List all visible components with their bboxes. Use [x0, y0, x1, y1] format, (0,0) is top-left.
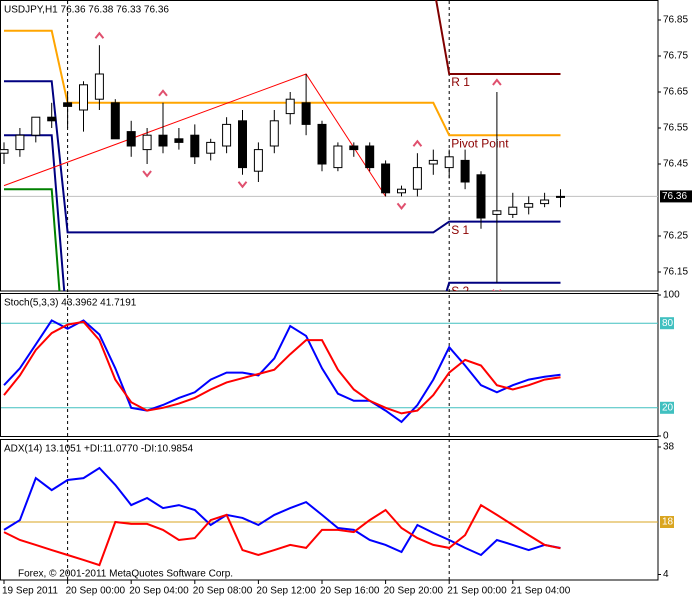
plot-area: R 1 Pivot Point S 1 S 2 [0, 0, 658, 298]
candle-body [253, 149, 263, 172]
candle-body [444, 156, 454, 169]
pivot-line [4, 80, 561, 234]
candle-body [317, 123, 327, 165]
candle-body [94, 73, 104, 100]
x-tick-label: 20 Sep 12:00 [256, 586, 316, 597]
pivot-label: R 1 [451, 75, 470, 89]
fractal-down [142, 170, 152, 178]
y-tick-label: 76.65 [663, 87, 688, 98]
candle-body [349, 145, 359, 151]
bid-label-box [660, 190, 692, 203]
y-tick-label: 0 [663, 431, 669, 442]
y-tick-label: 38 [663, 442, 675, 453]
x-tick-label: 20 Sep 16:00 [320, 586, 380, 597]
candle-body [142, 134, 152, 151]
pivot-label: S 2 [451, 284, 469, 298]
candle-body [158, 134, 168, 147]
candle-body [126, 131, 136, 147]
pivot-line [4, 29, 561, 137]
copyright: Forex, © 2001-2011 MetaQuotes Software C… [18, 569, 233, 580]
indicator-line [3, 320, 561, 415]
candle-body [0, 149, 9, 154]
fractal-up [158, 89, 168, 97]
fractal-down [237, 181, 248, 189]
candle-body [540, 199, 550, 205]
level-label-box [660, 317, 674, 330]
candle-body [476, 174, 486, 219]
y-tick-label: 76.15 [663, 267, 688, 278]
candle-body [492, 210, 502, 215]
x-tick-label: 20 Sep 08:00 [193, 586, 253, 597]
plot-area [3, 319, 561, 424]
price-panel [0, 0, 659, 292]
x-tick-label: 21 Sep 04:00 [511, 586, 571, 597]
level-label-box [660, 401, 674, 414]
plot-area [3, 466, 561, 567]
y-tick-label: 76.75 [663, 51, 688, 62]
candle-body [63, 102, 73, 107]
panel-title: USDJPY,H1 76.36 76.38 76.33 76.36 [4, 5, 169, 16]
candle-body [174, 138, 184, 143]
fractal-down [396, 202, 407, 211]
pivot-line [435, 0, 561, 75]
x-tick-label: 20 Sep 00:00 [66, 586, 126, 597]
bid-label: 76.36 [662, 191, 687, 202]
panel-title: ADX(14) 13.1051 +DI:11.0770 -DI:10.9854 [4, 444, 194, 455]
candle-body [333, 145, 343, 169]
candle-body [190, 134, 200, 158]
indicator-line [3, 503, 561, 567]
candle-body [412, 167, 422, 190]
fractal-up [412, 139, 423, 147]
y-tick-label: 100 [663, 290, 680, 301]
pivot-label: Pivot Point [451, 136, 509, 150]
candle-body [460, 159, 470, 183]
panel-title: Stoch(5,3,3) 43.3962 41.7191 [4, 298, 137, 309]
candle-body [381, 163, 391, 194]
y-tick-label: 76.85 [663, 15, 688, 26]
level-label: 20 [662, 402, 674, 413]
pivot-label: S 1 [451, 223, 469, 237]
candle-body [301, 102, 311, 125]
candle-body [556, 195, 565, 198]
candle-body [397, 188, 406, 194]
candle-body [428, 159, 438, 165]
candle-body [238, 120, 247, 169]
x-tick-label: 20 Sep 20:00 [384, 586, 444, 597]
candle-body [79, 84, 88, 111]
indicator-line [3, 466, 561, 557]
candle-body [524, 203, 534, 208]
candle-body [508, 206, 518, 215]
adx-panel [0, 439, 659, 581]
indicator-line [3, 319, 561, 424]
pivot-line [4, 134, 561, 291]
y-tick-label: 76.45 [663, 159, 688, 170]
candle-body [365, 145, 375, 169]
level-label: 18 [662, 517, 674, 528]
y-tick-label: 76.25 [663, 231, 688, 242]
x-tick-label: 19 Sep 2011 [2, 586, 58, 597]
level-label: 80 [662, 318, 674, 329]
candle-body [31, 116, 41, 136]
stoch-panel [0, 293, 659, 437]
candle-body [206, 141, 216, 154]
candle-body [110, 102, 120, 140]
candle-body [15, 134, 25, 151]
y-tick-label: 4 [663, 569, 669, 580]
fractal-up [492, 78, 502, 86]
candle-body [47, 116, 57, 122]
x-tick-label: 20 Sep 04:00 [129, 586, 189, 597]
level-label-box [660, 516, 674, 528]
fractal-up [94, 31, 105, 39]
x-tick-label: 21 Sep 00:00 [447, 586, 507, 597]
candle-body [222, 123, 232, 147]
candle-body [285, 98, 295, 115]
y-tick-label: 76.55 [663, 123, 688, 134]
candle-body [269, 120, 279, 147]
